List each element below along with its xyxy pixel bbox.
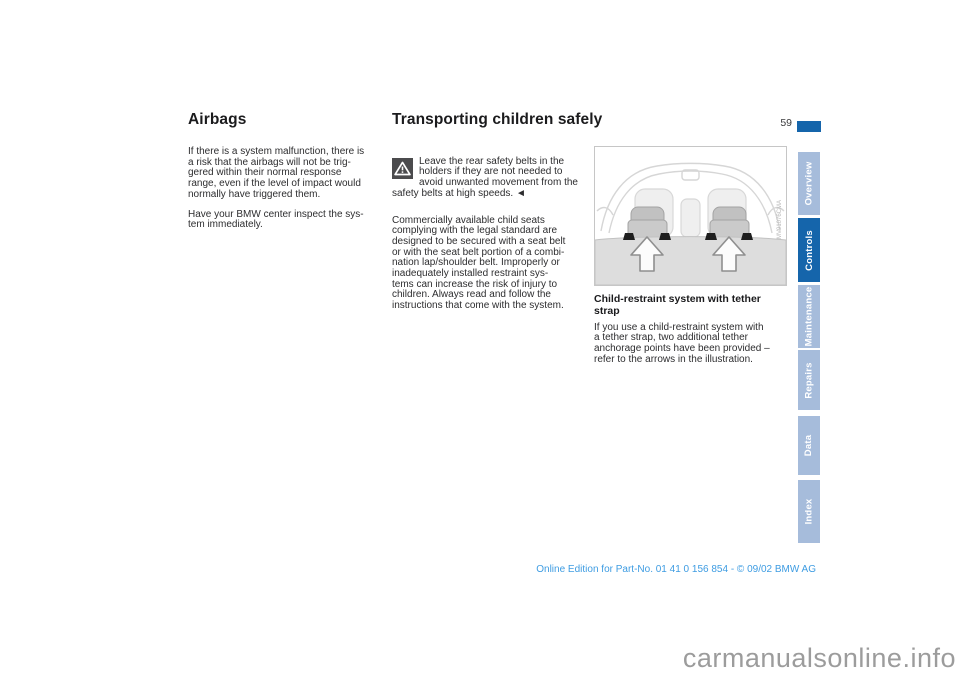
image-code-label: MV91076CMA bbox=[777, 200, 783, 239]
sidebar-tab-overview: Overview bbox=[798, 152, 820, 215]
section-heading-airbags: Airbags bbox=[188, 111, 247, 128]
page-number: 59 bbox=[780, 117, 792, 129]
airbags-paragraph-2: Have your BMW center inspect the sys- te… bbox=[188, 208, 364, 231]
tether-column: MV91076CMA Child-restraint system with t… bbox=[594, 146, 789, 374]
rear-seat-illustration: MV91076CMA bbox=[594, 146, 787, 286]
page-marker-bar bbox=[797, 121, 821, 132]
sidebar-tab-index: Index bbox=[798, 480, 820, 543]
subheading-child-restraint-tether: Child-restraint system with tether strap bbox=[594, 293, 761, 318]
airbags-column: If there is a system malfunction, there … bbox=[188, 146, 388, 240]
warning-block: Leave the rear safety belts in the holde… bbox=[392, 146, 592, 200]
watermark: carmanualsonline.info bbox=[682, 643, 956, 673]
section-heading-transporting-children: Transporting children safely bbox=[392, 111, 603, 128]
anchor-marks bbox=[623, 233, 753, 240]
warning-text: Leave the rear safety belts in the holde… bbox=[392, 155, 578, 199]
warning-triangle-icon bbox=[392, 157, 413, 179]
sidebar-tab-data: Data bbox=[798, 416, 820, 475]
car-interior-drawing: MV91076CMA bbox=[595, 162, 786, 285]
tether-paragraph: If you use a child-restraint system with… bbox=[594, 321, 770, 365]
sidebar-tab-controls: Controls bbox=[798, 218, 820, 282]
footer-edition-note: Online Edition for Part-No. 01 41 0 156 … bbox=[536, 564, 816, 575]
tether-anchor-arrow-icon-left bbox=[630, 236, 664, 272]
sidebar-tab-repairs: Repairs bbox=[798, 350, 820, 410]
child-seats-paragraph: Commercially available child seats compl… bbox=[392, 214, 566, 312]
tether-anchor-arrow-icon-right bbox=[712, 236, 746, 272]
sidebar-tab-maintenance: Maintenance bbox=[798, 285, 820, 348]
transporting-children-column: Leave the rear safety belts in the holde… bbox=[392, 146, 592, 321]
airbags-paragraph-1: If there is a system malfunction, there … bbox=[188, 146, 365, 200]
